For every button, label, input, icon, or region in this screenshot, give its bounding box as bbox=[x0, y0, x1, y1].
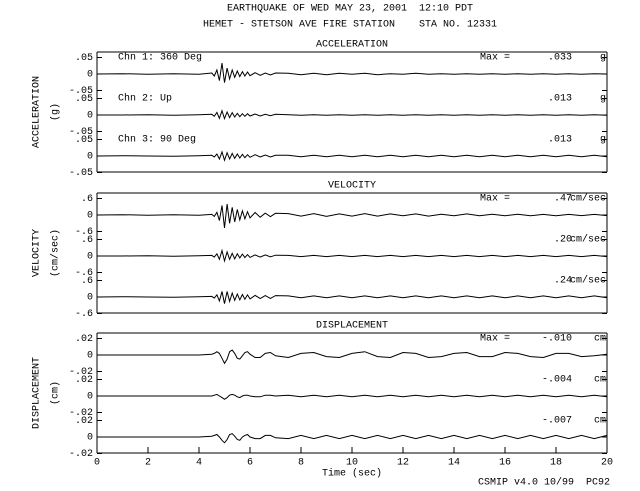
y-tick-label: .05 bbox=[75, 53, 93, 64]
max-unit: g bbox=[600, 53, 606, 64]
y-tick-label: -.05 bbox=[69, 127, 93, 138]
max-unit: g bbox=[600, 135, 606, 146]
trace bbox=[96, 203, 608, 228]
y-tick-label: .05 bbox=[75, 94, 93, 105]
y-axis-label: ACCELERATION bbox=[32, 76, 43, 148]
max-value: -.004 bbox=[542, 375, 572, 386]
trace bbox=[97, 248, 608, 263]
y-tick-label: 0 bbox=[87, 152, 93, 163]
max-value: .013 bbox=[548, 94, 572, 105]
x-tick-label: 8 bbox=[298, 458, 304, 469]
y-tick-label: .6 bbox=[81, 276, 93, 287]
y-tick-label: 0 bbox=[87, 252, 93, 263]
trace bbox=[96, 63, 608, 83]
max-value: .013 bbox=[548, 135, 572, 146]
y-tick-label: 0 bbox=[87, 351, 93, 362]
y-axis-unit: (cm/sec) bbox=[50, 229, 62, 277]
x-axis-label: Time (sec) bbox=[322, 468, 382, 480]
y-tick-label: -.02 bbox=[69, 449, 93, 460]
y-tick-label: -.05 bbox=[69, 86, 93, 97]
max-value: .47 bbox=[554, 194, 572, 205]
x-tick-label: 2 bbox=[145, 458, 151, 469]
y-axis-label: VELOCITY bbox=[32, 229, 43, 277]
y-tick-label: 0 bbox=[87, 293, 93, 304]
header-line-1: EARTHQUAKE OF WED MAY 23, 2001 12:10 PDT bbox=[227, 4, 473, 15]
max-unit: cm/sec bbox=[570, 275, 606, 287]
y-tick-label: .02 bbox=[75, 334, 93, 345]
x-tick-label: 0 bbox=[94, 458, 100, 469]
trace bbox=[97, 433, 608, 444]
max-unit: cm/sec bbox=[570, 234, 606, 246]
trace bbox=[96, 150, 608, 162]
trace bbox=[97, 393, 608, 400]
x-tick-label: 14 bbox=[448, 458, 460, 469]
panel-title: VELOCITY bbox=[328, 181, 376, 192]
max-unit: cm bbox=[594, 334, 606, 345]
y-tick-label: 0 bbox=[87, 433, 93, 444]
y-tick-label: 0 bbox=[87, 70, 93, 81]
max-label: Max = bbox=[480, 53, 510, 64]
y-tick-label: 0 bbox=[87, 111, 93, 122]
trace bbox=[97, 349, 608, 365]
max-value: .033 bbox=[548, 53, 572, 64]
y-axis-label: DISPLACEMENT bbox=[32, 357, 43, 429]
footer: CSMIP v4.0 10/99 PC92 bbox=[478, 477, 610, 489]
trace bbox=[96, 291, 608, 304]
y-tick-label: -.6 bbox=[75, 309, 93, 320]
header-line-2: HEMET - STETSON AVE FIRE STATION STA NO.… bbox=[203, 20, 497, 31]
y-tick-label: -.02 bbox=[69, 408, 93, 419]
y-tick-label: -.6 bbox=[75, 268, 93, 279]
panel-title: ACCELERATION bbox=[316, 40, 388, 51]
y-tick-label: -.6 bbox=[75, 227, 93, 238]
max-value: -.010 bbox=[542, 334, 572, 345]
max-value: .20 bbox=[554, 235, 572, 246]
x-tick-label: 20 bbox=[601, 458, 613, 469]
x-tick-label: 4 bbox=[196, 458, 202, 469]
max-unit: cm/sec bbox=[570, 193, 606, 205]
y-tick-label: .02 bbox=[75, 416, 93, 427]
x-tick-label: 16 bbox=[499, 458, 511, 469]
x-tick-label: 10 bbox=[346, 458, 358, 469]
x-tick-label: 12 bbox=[397, 458, 409, 469]
y-tick-label: .6 bbox=[81, 235, 93, 246]
y-tick-label: .6 bbox=[81, 194, 93, 205]
x-tick-label: 6 bbox=[247, 458, 253, 469]
y-tick-label: 0 bbox=[87, 211, 93, 222]
channel-label: Chn 3: 90 Deg bbox=[118, 134, 196, 146]
x-tick-label: 18 bbox=[550, 458, 562, 469]
max-unit: cm bbox=[594, 375, 606, 386]
trace bbox=[97, 109, 608, 121]
max-unit: g bbox=[600, 94, 606, 105]
y-axis-unit: (cm) bbox=[50, 381, 62, 405]
max-unit: cm bbox=[594, 416, 606, 427]
max-label: Max = bbox=[480, 334, 510, 345]
y-tick-label: -.05 bbox=[69, 168, 93, 179]
y-tick-label: .05 bbox=[75, 135, 93, 146]
y-axis-unit: (g) bbox=[50, 103, 62, 121]
channel-label: Chn 1: 360 Deg bbox=[118, 52, 202, 64]
y-tick-label: -.02 bbox=[69, 367, 93, 378]
max-value: -.007 bbox=[542, 416, 572, 427]
channel-label: Chn 2: Up bbox=[118, 93, 172, 105]
y-tick-label: 0 bbox=[87, 392, 93, 403]
panel-title: DISPLACEMENT bbox=[316, 321, 388, 332]
max-label: Max = bbox=[480, 194, 510, 205]
y-tick-label: .02 bbox=[75, 375, 93, 386]
max-value: .24 bbox=[554, 276, 572, 287]
